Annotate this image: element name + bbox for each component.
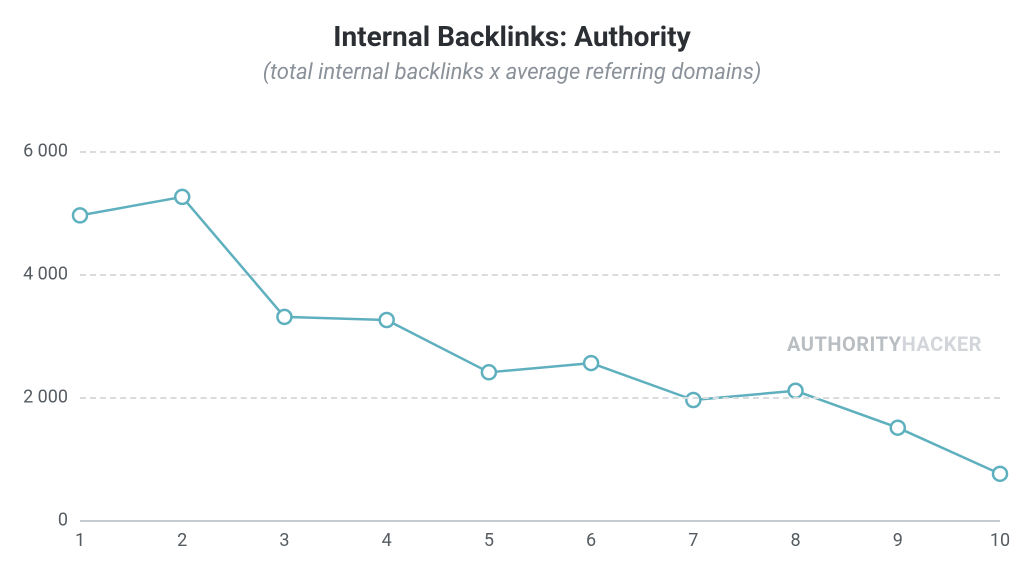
gridline — [80, 274, 1000, 276]
gridline — [80, 151, 1000, 153]
y-axis-label: 2 000 — [23, 386, 80, 407]
data-point — [380, 313, 394, 327]
data-point — [482, 365, 496, 379]
chart-subtitle: (total internal backlinks x average refe… — [0, 60, 1024, 86]
data-point — [73, 208, 87, 222]
watermark-strong: AUTHORITY — [787, 332, 902, 356]
data-point — [789, 384, 803, 398]
x-axis-label: 9 — [893, 520, 903, 551]
x-axis-label: 2 — [177, 520, 187, 551]
x-axis-label: 7 — [688, 520, 698, 551]
x-axis-label: 4 — [382, 520, 392, 551]
data-point — [891, 421, 905, 435]
chart-header: Internal Backlinks: Authority (total int… — [0, 20, 1024, 86]
x-axis-label: 8 — [790, 520, 800, 551]
axis-baseline — [80, 520, 1000, 522]
line-layer — [80, 120, 1000, 520]
watermark: AUTHORITYHACKER — [787, 332, 982, 356]
x-axis-label: 1 — [75, 520, 85, 551]
data-point — [584, 356, 598, 370]
gridline — [80, 397, 1000, 399]
watermark-light: HACKER — [902, 332, 982, 356]
data-point — [993, 467, 1007, 481]
data-point — [277, 310, 291, 324]
data-point — [175, 190, 189, 204]
plot-area: AUTHORITYHACKER 02 0004 0006 00012345678… — [80, 120, 1000, 520]
x-axis-label: 10 — [990, 520, 1010, 551]
chart-title: Internal Backlinks: Authority — [0, 20, 1024, 54]
x-axis-label: 3 — [279, 520, 289, 551]
y-axis-label: 6 000 — [23, 140, 80, 161]
data-point — [686, 393, 700, 407]
chart-container: Internal Backlinks: Authority (total int… — [0, 0, 1024, 582]
y-axis-label: 4 000 — [23, 263, 80, 284]
x-axis-label: 5 — [484, 520, 494, 551]
x-axis-label: 6 — [586, 520, 596, 551]
